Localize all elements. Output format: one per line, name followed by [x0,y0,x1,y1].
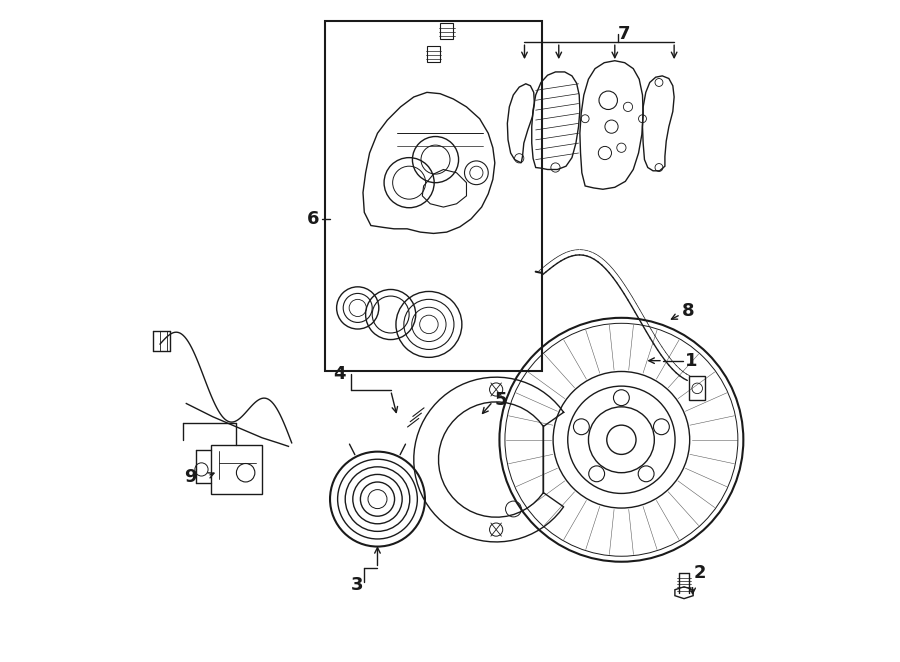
Bar [440,23,454,39]
Bar [325,21,543,371]
Text: 4: 4 [333,365,346,383]
Text: 6: 6 [307,210,320,228]
Text: 9: 9 [184,468,196,487]
Text: 7: 7 [618,25,631,43]
Text: 1: 1 [685,352,698,369]
Bar [427,46,440,62]
Bar [211,445,262,495]
Bar [689,377,705,401]
Text: 3: 3 [351,576,364,594]
Text: 8: 8 [682,303,695,320]
Text: 5: 5 [495,391,508,409]
Text: 2: 2 [694,564,706,582]
